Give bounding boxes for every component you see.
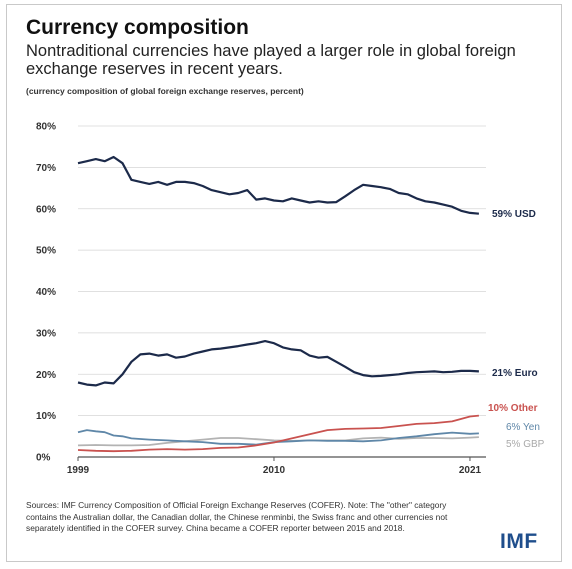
x-tick-label: 1999 <box>67 465 90 476</box>
series-line <box>77 155 479 215</box>
series-label: 21% Euro <box>492 368 538 379</box>
series-line <box>77 414 479 453</box>
x-tick-label: 2021 <box>459 465 482 476</box>
y-tick-label: 30% <box>36 328 56 339</box>
y-tick-label: 10% <box>36 411 56 422</box>
x-tick-label: 2010 <box>263 465 286 476</box>
y-tick-label: 70% <box>36 163 56 174</box>
imf-logo: IMF <box>500 530 538 553</box>
sources-note: Sources: IMF Currency Composition of Off… <box>26 500 448 533</box>
y-tick-label: 40% <box>36 287 56 298</box>
series-label: 5% GBP <box>506 439 545 450</box>
chart-subtitle: Nontraditional currencies have played a … <box>26 42 516 78</box>
series-line <box>77 340 479 387</box>
y-tick-label: 20% <box>36 370 56 381</box>
chart-note: (currency composition of global foreign … <box>26 86 304 96</box>
y-tick-label: 60% <box>36 204 56 215</box>
chart-title: Currency composition <box>26 16 249 39</box>
y-tick-label: 50% <box>36 246 56 257</box>
chart-frame <box>6 4 562 562</box>
y-tick-label: 0% <box>36 453 51 464</box>
y-tick-label: 80% <box>36 122 56 133</box>
series-label: 10% Other <box>488 403 538 414</box>
series-label: 59% USD <box>492 209 536 220</box>
series-label: 6% Yen <box>506 422 540 433</box>
line-chart: 0% 10% 20% 30% 40% 50% 60% 70% 80% 1999 2010 2021 59… <box>36 122 545 477</box>
